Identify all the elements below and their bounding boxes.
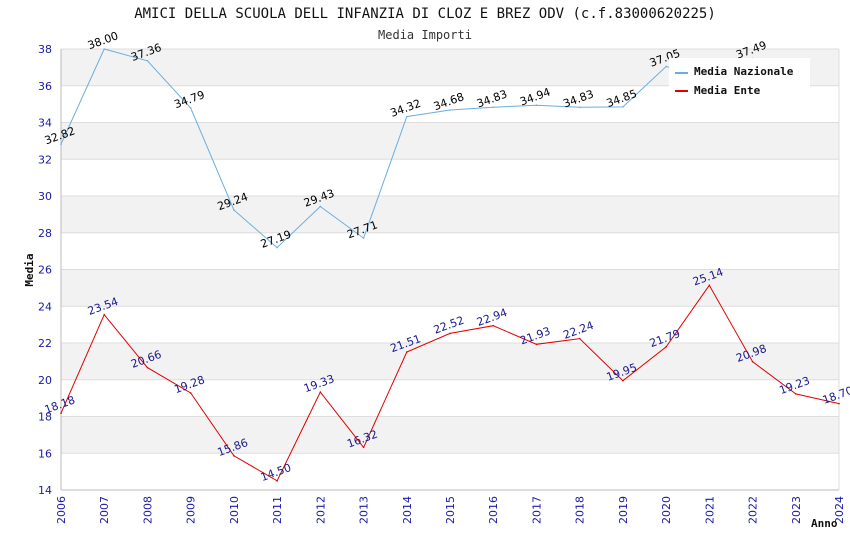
data-label: 22.52 xyxy=(432,314,466,337)
plot-band xyxy=(61,416,839,454)
y-tick-label: 22 xyxy=(38,337,52,350)
data-point xyxy=(319,205,322,208)
data-point xyxy=(794,393,797,395)
x-tick-label: 2018 xyxy=(574,496,587,524)
plot-band xyxy=(61,343,839,380)
x-tick-label: 2008 xyxy=(141,496,154,524)
legend-label-nazionale: Media Nazionale xyxy=(694,65,794,78)
x-tick-label: 2023 xyxy=(790,496,803,524)
y-tick-label: 36 xyxy=(38,80,52,93)
data-point xyxy=(492,324,495,327)
data-label: 18.70 xyxy=(821,384,850,407)
data-point xyxy=(535,343,538,346)
data-label: 18.18 xyxy=(43,393,77,416)
series-lines xyxy=(60,48,840,482)
y-tick-label: 16 xyxy=(38,447,52,460)
data-point xyxy=(578,106,581,109)
data-point xyxy=(622,379,624,382)
x-tick-label: 2014 xyxy=(401,496,414,524)
x-tick-label: 2015 xyxy=(444,496,457,524)
data-point xyxy=(60,143,62,145)
data-point xyxy=(838,402,840,405)
data-point xyxy=(233,209,235,211)
x-tick-label: 2022 xyxy=(747,496,760,524)
x-tick-label: 2019 xyxy=(617,496,630,524)
legend-label-ente: Media Ente xyxy=(694,84,761,97)
data-point xyxy=(189,107,192,109)
data-point xyxy=(449,109,451,111)
data-point xyxy=(405,351,408,353)
y-tick-label: 26 xyxy=(38,264,52,277)
x-tick-label: 2020 xyxy=(660,496,673,524)
data-point xyxy=(319,391,322,393)
y-tick-label: 18 xyxy=(38,411,52,424)
plot-band xyxy=(61,196,839,233)
y-tick-label: 30 xyxy=(38,190,52,203)
x-tick-label: 2016 xyxy=(487,496,500,524)
data-point xyxy=(751,360,754,363)
y-tick-label: 38 xyxy=(38,43,52,56)
data-point xyxy=(708,284,711,287)
data-point xyxy=(189,392,192,394)
data-point xyxy=(622,106,624,108)
data-point xyxy=(103,313,106,316)
plot-band xyxy=(61,122,839,160)
data-point xyxy=(233,455,235,457)
x-tick-label: 2011 xyxy=(271,496,284,524)
plot-band xyxy=(61,269,839,307)
data-point xyxy=(103,48,106,50)
y-tick-label: 14 xyxy=(38,484,52,497)
chart-title: AMICI DELLA SCUOLA DELL INFANZIA DI CLOZ… xyxy=(134,6,716,22)
x-tick-label: 2006 xyxy=(55,496,68,524)
x-tick-label: 2007 xyxy=(98,496,111,524)
data-label: 34.32 xyxy=(389,97,423,120)
data-point xyxy=(276,480,278,482)
x-tick-label: 2013 xyxy=(358,496,371,524)
x-tick-label: 2009 xyxy=(185,496,198,524)
legend-box xyxy=(669,58,810,102)
y-tick-label: 24 xyxy=(38,300,52,313)
data-point xyxy=(665,346,667,348)
data-point xyxy=(146,366,149,369)
y-tick-label: 32 xyxy=(38,153,52,166)
y-tick-label: 34 xyxy=(38,117,52,130)
data-point xyxy=(492,106,495,109)
y-axis-label: Media xyxy=(23,253,36,286)
x-tick-label: 2017 xyxy=(530,496,543,524)
data-point xyxy=(60,412,62,414)
x-tick-label: 2024 xyxy=(833,496,846,524)
x-tick-label: 2012 xyxy=(314,496,327,524)
data-point xyxy=(276,246,278,249)
data-label: 34.79 xyxy=(172,88,206,111)
data-point xyxy=(535,104,538,107)
y-tick-label: 20 xyxy=(38,374,52,387)
x-tick-label: 2021 xyxy=(703,496,716,524)
data-point xyxy=(362,446,365,449)
data-point xyxy=(146,59,149,62)
data-point xyxy=(405,115,408,118)
x-tick-label: 2010 xyxy=(228,496,241,524)
chart-subtitle: Media Importi xyxy=(378,28,472,42)
legend: Media Nazionale Media Ente xyxy=(669,58,810,102)
axes xyxy=(60,49,840,491)
y-tick-label: 28 xyxy=(38,227,52,240)
data-point xyxy=(449,332,451,335)
data-point xyxy=(578,337,581,340)
data-point xyxy=(665,65,667,68)
x-axis-label: Anno xyxy=(811,517,838,530)
data-point xyxy=(362,237,365,239)
